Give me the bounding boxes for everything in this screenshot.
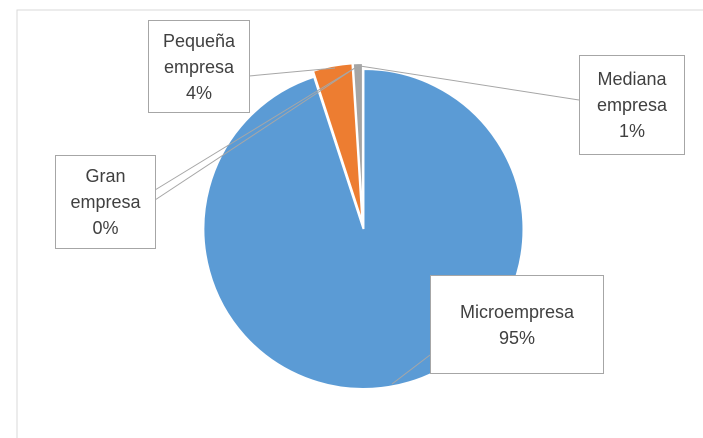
label-value: 95% (498, 327, 536, 348)
chart-border (16, 9, 703, 438)
leader-line (359, 65, 580, 101)
label-value: 1% (618, 121, 645, 141)
leader-line (154, 65, 359, 201)
leader-line (391, 354, 431, 385)
data-label: Pequeña empresa 4% (148, 20, 250, 113)
label-category: Gran empresa (70, 166, 141, 212)
data-label: Gran empresa 0% (55, 155, 156, 249)
data-label: Microempresa 95% (430, 275, 604, 374)
label-category: Mediana empresa (596, 69, 668, 115)
data-label: Mediana empresa 1% (579, 55, 685, 155)
leader-line (154, 65, 359, 191)
leader-line (248, 67, 336, 77)
label-value: 0% (92, 218, 119, 238)
label-value: 4% (185, 82, 212, 103)
label-category: Microempresa (459, 301, 575, 322)
leader-lines (154, 65, 580, 385)
label-category: Pequeña empresa (162, 30, 236, 77)
